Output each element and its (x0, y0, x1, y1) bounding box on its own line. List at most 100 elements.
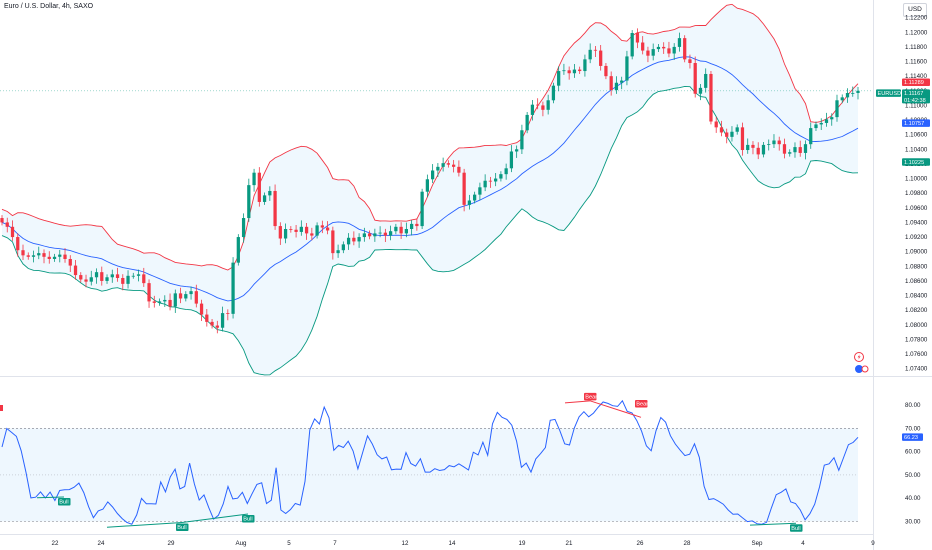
time-tick-label: 12 (402, 540, 409, 547)
candle-body (278, 226, 282, 239)
candle-body (63, 254, 67, 259)
candle-body (704, 73, 708, 88)
price-tick-label: 1.11400 (905, 73, 927, 80)
candle-body (268, 190, 272, 196)
lightning-icon[interactable] (854, 352, 864, 362)
candle-body (478, 187, 482, 195)
candle-body (236, 237, 240, 263)
candle-body (452, 164, 456, 167)
candle-body (404, 229, 408, 234)
price-pane[interactable] (0, 3, 873, 376)
rsi-pane[interactable]: Bull Bull Bull Bull Bear Bear (0, 392, 859, 532)
candle-body (194, 291, 198, 304)
candle-body (58, 254, 62, 257)
candle-body (304, 226, 309, 234)
currency-button[interactable]: USD (903, 3, 927, 17)
price-tick-label: 1.08600 (905, 278, 928, 285)
rsi-tick-label: 80.00 (905, 402, 921, 409)
symbol-tag-label: EURUSD (878, 91, 902, 97)
candle-body (136, 274, 141, 276)
candle-body (578, 69, 582, 72)
price-tick-label: 1.12200 (905, 15, 928, 22)
candle-body (320, 225, 324, 228)
candle-body (409, 223, 414, 230)
price-tick-label: 1.08800 (905, 263, 928, 270)
candle-body (593, 49, 598, 51)
candle-body (557, 71, 561, 86)
candle-body (205, 314, 209, 322)
price-tick-label: 1.07600 (905, 351, 928, 358)
candle-body (10, 226, 15, 238)
candle-body (788, 152, 792, 154)
candle-body (325, 227, 330, 231)
candle-body (851, 92, 855, 94)
divergence-line (36, 496, 65, 499)
time-axis[interactable]: 22 24 29 Aug 5 7 12 14 19 21 26 28 Sep 4 9 (52, 540, 876, 547)
candle-body (16, 237, 20, 251)
candle-body (283, 229, 288, 239)
candle-body (73, 265, 78, 276)
candle-body (31, 255, 36, 257)
price-axis[interactable]: 1.12200 1.12000 1.11800 1.11600 1.114001.112… (876, 15, 930, 373)
candle-body (467, 200, 472, 205)
candle-body (809, 128, 813, 145)
candle-body (656, 46, 661, 50)
basis-line (1, 56, 859, 302)
candle-body (662, 46, 666, 49)
candle-body (331, 230, 335, 254)
candle-body (94, 272, 99, 278)
candle-body (310, 233, 314, 236)
rsi-tick-label: 40.00 (905, 495, 921, 502)
candle-body (599, 50, 603, 66)
price-tick-label: 1.10400 (905, 146, 928, 153)
band-fill (2, 4, 858, 375)
candle-body (604, 65, 608, 77)
bull-divergence-tag: Bull (58, 497, 71, 506)
time-tick-label: 22 (52, 540, 59, 547)
offscreen-bear-marker (0, 405, 3, 411)
candle-body (530, 104, 535, 115)
candle-body (677, 38, 682, 47)
price-tag-value: 1.11289 (904, 80, 924, 86)
bull-divergence-tag: Bull (176, 523, 189, 532)
candle-body (583, 59, 587, 72)
candle-body (709, 73, 713, 122)
bear-divergence-tag: Bear (584, 392, 597, 400)
lower-band-line (1, 85, 859, 376)
price-tick-label: 1.10600 (905, 132, 928, 139)
rsi-axis[interactable]: 80.00 70.00 60.00 50.00 40.00 30.00 66.23 (902, 402, 923, 525)
rsi-tick-label: 60.00 (905, 449, 921, 456)
time-tick-label: Sep (751, 540, 763, 547)
candle-body (79, 275, 83, 280)
candle-body (89, 277, 93, 282)
symbol-tag-bg (876, 89, 901, 97)
candle-body (362, 233, 366, 238)
candle-body (47, 256, 51, 259)
divergence-tag-label: Bull (243, 517, 252, 523)
divergence-tag-bg (176, 523, 189, 532)
candle-body (588, 49, 592, 60)
candle-body (289, 229, 293, 230)
candle-body (546, 100, 550, 110)
candle-body (803, 144, 808, 153)
price-tick-label: 1.09800 (905, 190, 928, 197)
candle-body (567, 70, 571, 74)
time-tick-label: 9 (871, 540, 875, 547)
candle-body (152, 301, 156, 303)
candle-body (625, 56, 629, 81)
candle-body (184, 294, 188, 299)
bear-divergence-tag: Bear (635, 400, 648, 408)
candle-body (0, 218, 4, 223)
candle-body (341, 244, 345, 251)
event-flag-icon[interactable] (854, 364, 869, 374)
candle-body (294, 229, 298, 232)
candle-body (178, 293, 183, 299)
candle-body (814, 124, 818, 129)
time-tick-label: Aug (235, 540, 247, 547)
candle-body (352, 237, 356, 242)
candle-body (241, 218, 246, 238)
candle-body (856, 90, 860, 93)
candle-body (210, 321, 214, 326)
candle-body (509, 151, 514, 169)
